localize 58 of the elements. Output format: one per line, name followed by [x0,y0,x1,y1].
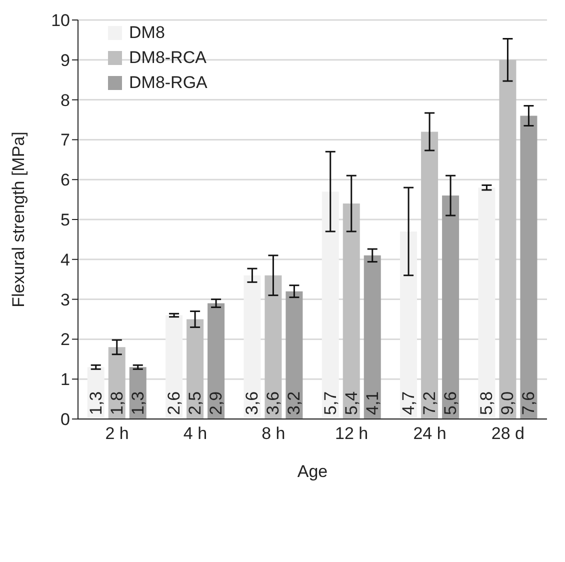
x-tick-label: 4 h [183,424,208,444]
bar [166,315,183,419]
y-tick-label: 0 [60,410,70,430]
data-label: 2,5 [186,391,205,415]
bar [286,291,303,419]
x-tick-label: 2 h [105,424,129,444]
bar [421,132,438,419]
data-label: 5,7 [320,391,340,415]
y-tick-label: 3 [60,290,70,310]
data-label: 1,3 [128,391,148,415]
bar [342,204,360,419]
data-label: 4,1 [362,391,382,415]
x-axis-title: Age [297,462,328,481]
y-tick-label: 10 [51,11,70,30]
x-tick-label: 24 h [413,424,446,444]
legend-label: DM8 [128,22,166,44]
bar [520,116,538,419]
data-label: 4,7 [399,391,418,415]
x-tick-label: 28 d [491,424,524,444]
bar [264,275,282,419]
bar [208,303,225,419]
bar [364,255,381,419]
bar [322,192,339,419]
data-label: 7,6 [519,391,538,415]
data-label: 1,8 [107,391,126,415]
legend-label: DM8-RGA [128,72,208,94]
data-label: 2,9 [206,391,226,415]
x-tick-label: 12 h [335,424,368,444]
legend-label: DM8-RCA [128,47,208,69]
bar [87,367,104,419]
y-tick-label: 6 [60,170,70,190]
y-tick-label: 8 [60,90,70,110]
data-label: 9,0 [498,391,518,415]
y-tick-label: 9 [60,50,70,70]
data-label: 5,4 [342,391,361,415]
data-label: 3,6 [242,391,262,415]
data-label: 1,3 [86,391,106,415]
data-label: 7,2 [420,391,440,415]
data-label: 2,6 [164,391,184,415]
y-tick-label: 7 [60,130,70,150]
bar [129,367,146,419]
bar [186,319,204,419]
y-tick-label: 1 [60,370,70,390]
x-tick-label: 8 h [262,424,286,444]
data-label: 3,6 [264,391,283,415]
bar [442,196,460,419]
y-axis-title: Flexural strength [MPa] [9,132,28,308]
bar [108,347,126,419]
bar [244,275,261,419]
data-label: 3,2 [284,391,304,415]
y-tick-label: 5 [60,210,70,230]
y-tick-label: 4 [60,250,70,270]
bar [400,231,418,419]
bar [478,188,496,419]
data-label: 5,8 [477,391,496,415]
bar [499,60,516,419]
data-label: 5,6 [441,391,460,415]
y-tick-label: 2 [60,330,70,350]
